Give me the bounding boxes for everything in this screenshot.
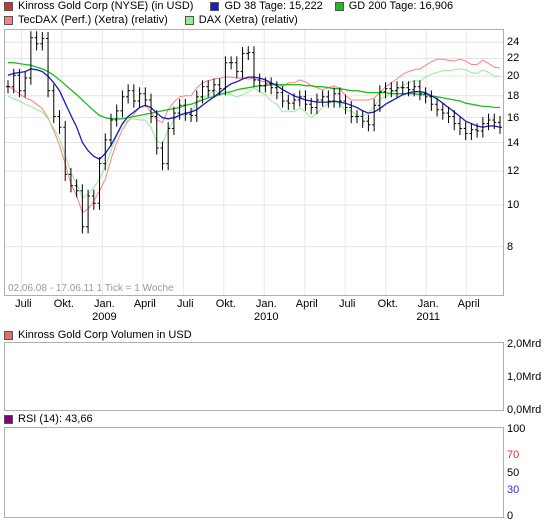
volume-y-tick-label: 2,0Mrd xyxy=(507,338,542,350)
x-month-label: Okt. xyxy=(53,298,74,310)
gd200-line xyxy=(8,62,500,120)
price-y-tick-label: 12 xyxy=(507,165,520,178)
price-y-tick-label: 14 xyxy=(507,136,520,149)
legend-item-gd38: GD 38 Tage: 15,222 xyxy=(210,0,323,13)
legend-swatch-volume xyxy=(4,331,13,340)
rsi-y-tick-label: 30 xyxy=(507,483,520,496)
legend-label-rsi: RSI (14): 43,66 xyxy=(18,413,93,425)
x-month-label: Okt. xyxy=(215,298,236,310)
volume-chart-panel xyxy=(4,342,504,411)
price-y-tick-label: 20 xyxy=(507,70,520,83)
price-y-tick-label: 10 xyxy=(507,199,520,212)
x-month-label: April xyxy=(457,298,480,310)
legend-item-dax: DAX (Xetra) (relativ) xyxy=(184,14,298,27)
dax-line xyxy=(7,68,500,199)
x-month-label: Jan. xyxy=(93,298,115,310)
x-month-label: April xyxy=(295,298,318,310)
legend-swatch-gd200 xyxy=(334,2,344,11)
legend-swatch-price xyxy=(4,2,13,11)
legend-swatch-dax xyxy=(184,16,194,25)
volume-y-tick-label: 0,0Mrd xyxy=(507,404,542,416)
x-month-label: April xyxy=(133,298,156,310)
legend-item-volume: Kinross Gold Corp Volumen in USD xyxy=(4,329,192,342)
x-month-label: Juli xyxy=(338,298,356,310)
price-y-tick-label: 8 xyxy=(507,240,514,253)
rsi-y-tick-label: 70 xyxy=(507,449,520,462)
legend-item-price: Kinross Gold Corp (NYSE) (in USD) xyxy=(4,0,193,13)
legend-label-volume: Kinross Gold Corp Volumen in USD xyxy=(18,329,192,341)
x-year-label: 2011 xyxy=(416,311,441,323)
price-y-tick-label: 18 xyxy=(507,89,520,102)
legend-swatch-gd38 xyxy=(210,2,220,11)
legend-item-tecdax: TecDAX (Perf.) (Xetra) (relativ) xyxy=(4,14,168,27)
price-y-tick-label: 24 xyxy=(507,36,520,49)
legend-item-rsi: RSI (14): 43,66 xyxy=(4,413,93,426)
legend-label-dax: DAX (Xetra) (relativ) xyxy=(198,14,298,26)
price-y-tick-label: 22 xyxy=(507,52,520,65)
x-month-label: Juli xyxy=(15,298,32,310)
rsi-y-tick-label: 50 xyxy=(507,466,520,479)
legend-label-gd200: GD 200 Tage: 16,906 xyxy=(348,0,454,12)
x-month-label: Juli xyxy=(177,298,194,310)
rsi-chart-panel xyxy=(4,427,504,518)
rsi-y-tick-label: 0 xyxy=(507,510,514,522)
legend-label-price: Kinross Gold Corp (NYSE) (in USD) xyxy=(18,0,194,12)
volume-y-tick-label: 1,0Mrd xyxy=(507,371,542,383)
x-month-label: Okt. xyxy=(377,298,398,310)
legend-swatch-tecdax xyxy=(4,16,13,25)
x-month-label: Jan. xyxy=(255,298,277,310)
price-y-tick-label: 16 xyxy=(507,111,520,124)
x-year-label: 2009 xyxy=(92,311,117,323)
x-month-label: Jan. xyxy=(417,298,439,310)
legend-swatch-rsi xyxy=(4,415,13,424)
legend-label-gd38: GD 38 Tage: 15,222 xyxy=(224,0,323,12)
legend-label-tecdax: TecDAX (Perf.) (Xetra) (relativ) xyxy=(18,14,168,26)
chart-info-text: 02.06.08 - 17.06.11 1 Tick = 1 Woche xyxy=(8,283,174,294)
rsi-y-tick-label: 100 xyxy=(507,423,526,435)
legend-item-gd200: GD 200 Tage: 16,906 xyxy=(334,0,454,13)
x-year-label: 2010 xyxy=(254,311,279,323)
